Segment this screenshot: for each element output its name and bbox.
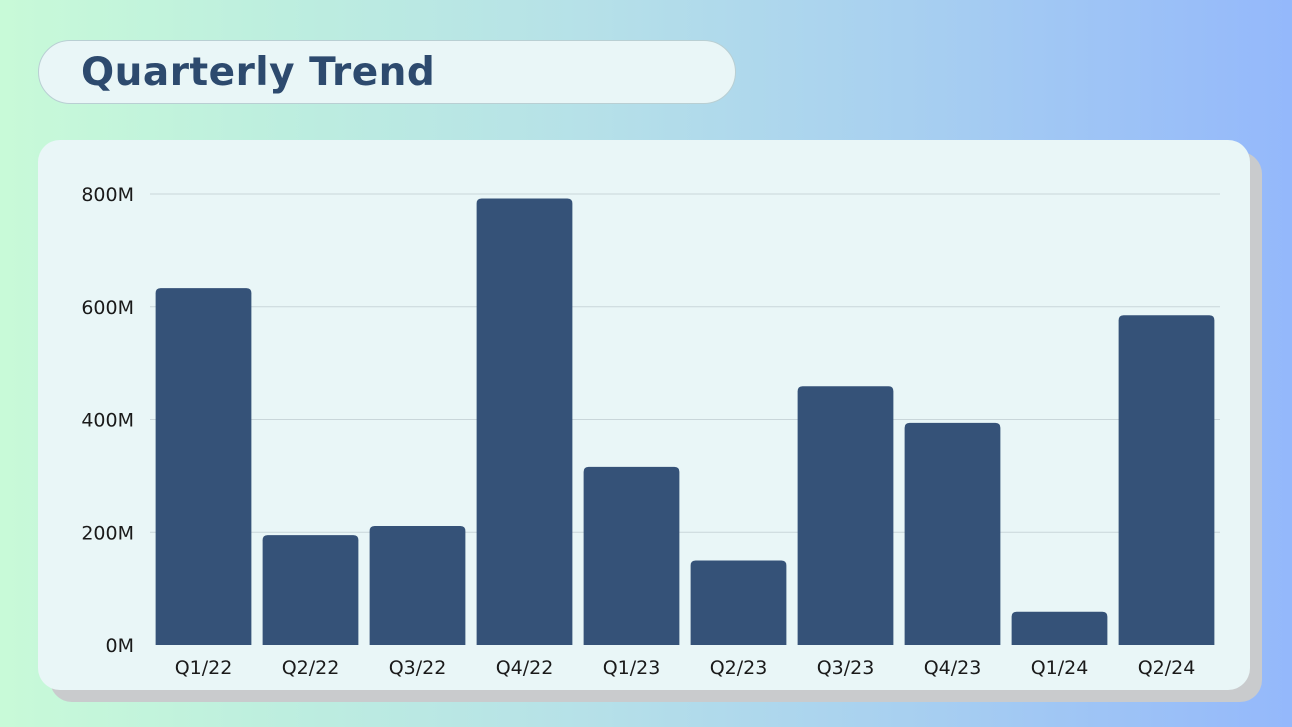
bar [1118,315,1215,645]
bar [262,535,359,645]
bar [369,526,466,645]
y-tick-label: 200M [81,522,134,544]
x-tick-label: Q4/23 [924,657,982,679]
x-tick-label: Q2/22 [282,657,340,679]
bar [155,288,252,645]
x-tick-label: Q3/22 [389,657,447,679]
bar [904,422,1001,645]
y-tick-label: 800M [81,184,134,206]
y-tick-label: 600M [81,297,134,319]
bar [690,560,787,645]
x-tick-label: Q1/23 [603,657,661,679]
bar [1011,611,1108,645]
bar [797,386,894,645]
x-tick-label: Q3/23 [817,657,875,679]
x-tick-label: Q1/22 [175,657,233,679]
y-tick-label: 0M [106,635,134,657]
title-banner: Quarterly Trend [38,40,736,104]
chart-title: Quarterly Trend [81,49,436,95]
bar [476,198,573,645]
x-tick-label: Q2/23 [710,657,768,679]
x-tick-label: Q2/24 [1138,657,1196,679]
x-tick-label: Q1/24 [1031,657,1089,679]
y-tick-label: 400M [81,410,134,432]
x-tick-label: Q4/22 [496,657,554,679]
bar [583,466,680,645]
